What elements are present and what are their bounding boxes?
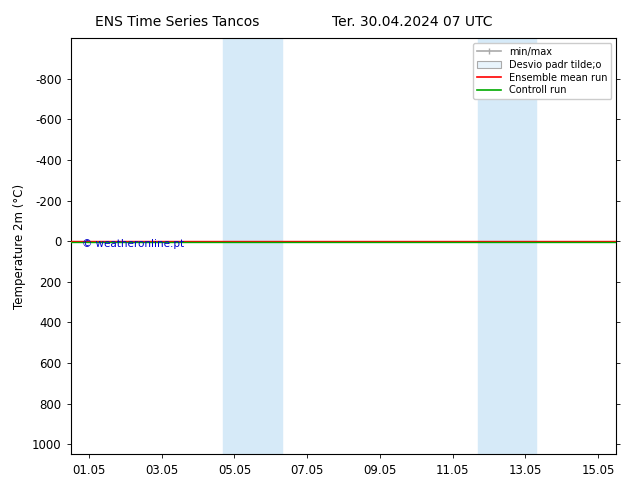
Text: © weatheronline.pt: © weatheronline.pt xyxy=(82,239,184,249)
Y-axis label: Temperature 2m (°C): Temperature 2m (°C) xyxy=(13,184,27,309)
Text: ENS Time Series Tancos: ENS Time Series Tancos xyxy=(95,15,260,29)
Bar xyxy=(223,38,281,454)
Text: Ter. 30.04.2024 07 UTC: Ter. 30.04.2024 07 UTC xyxy=(332,15,493,29)
Bar xyxy=(478,38,536,454)
Legend: min/max, Desvio padr tilde;o, Ensemble mean run, Controll run: min/max, Desvio padr tilde;o, Ensemble m… xyxy=(473,43,611,99)
